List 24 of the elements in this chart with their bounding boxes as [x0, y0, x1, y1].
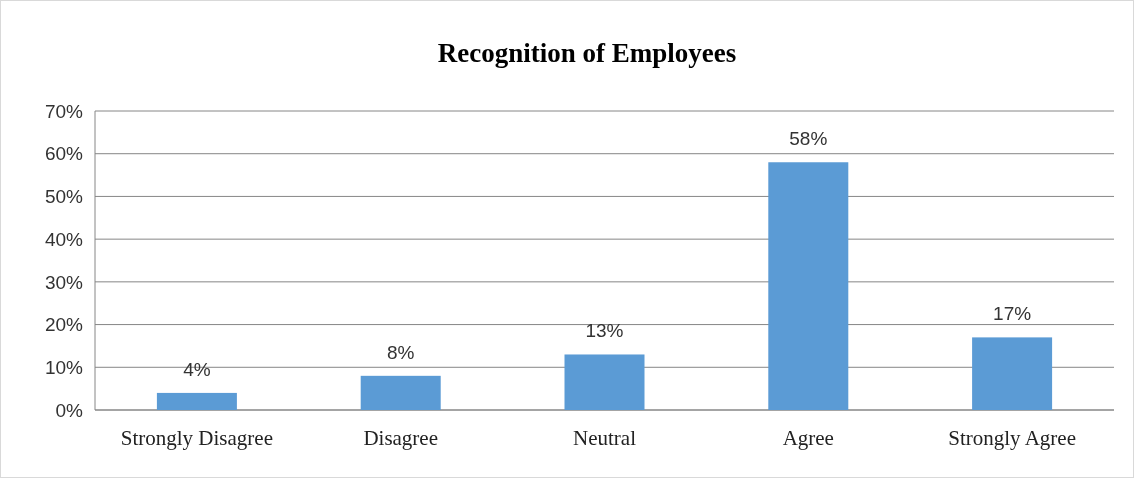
x-tick-label: Disagree — [363, 426, 439, 451]
bar — [564, 354, 645, 410]
bar — [972, 337, 1053, 410]
y-tick-label: 20% — [44, 314, 84, 336]
x-tick-label: Neutral — [573, 426, 637, 451]
bar — [768, 162, 849, 410]
y-tick-label: 50% — [44, 186, 84, 208]
y-tick-label: 10% — [44, 356, 84, 378]
data-label: 17% — [993, 303, 1032, 325]
y-tick-label: 30% — [44, 271, 84, 293]
x-tick-label: Strongly Disagree — [120, 426, 274, 451]
data-label: 4% — [183, 358, 211, 380]
bar — [156, 392, 237, 410]
x-tick-label: Strongly Agree — [948, 426, 1076, 451]
chart-title: Recognition of Employees — [437, 38, 737, 68]
y-tick-label: 70% — [44, 100, 84, 122]
x-tick-label: Agree — [782, 426, 834, 451]
data-label: 8% — [386, 341, 415, 363]
y-tick-label: 60% — [44, 143, 84, 165]
data-label: 13% — [585, 320, 624, 342]
bar — [360, 375, 441, 410]
data-label: 58% — [789, 128, 828, 150]
y-tick-label: 0% — [55, 399, 84, 421]
y-tick-label: 40% — [44, 228, 84, 250]
